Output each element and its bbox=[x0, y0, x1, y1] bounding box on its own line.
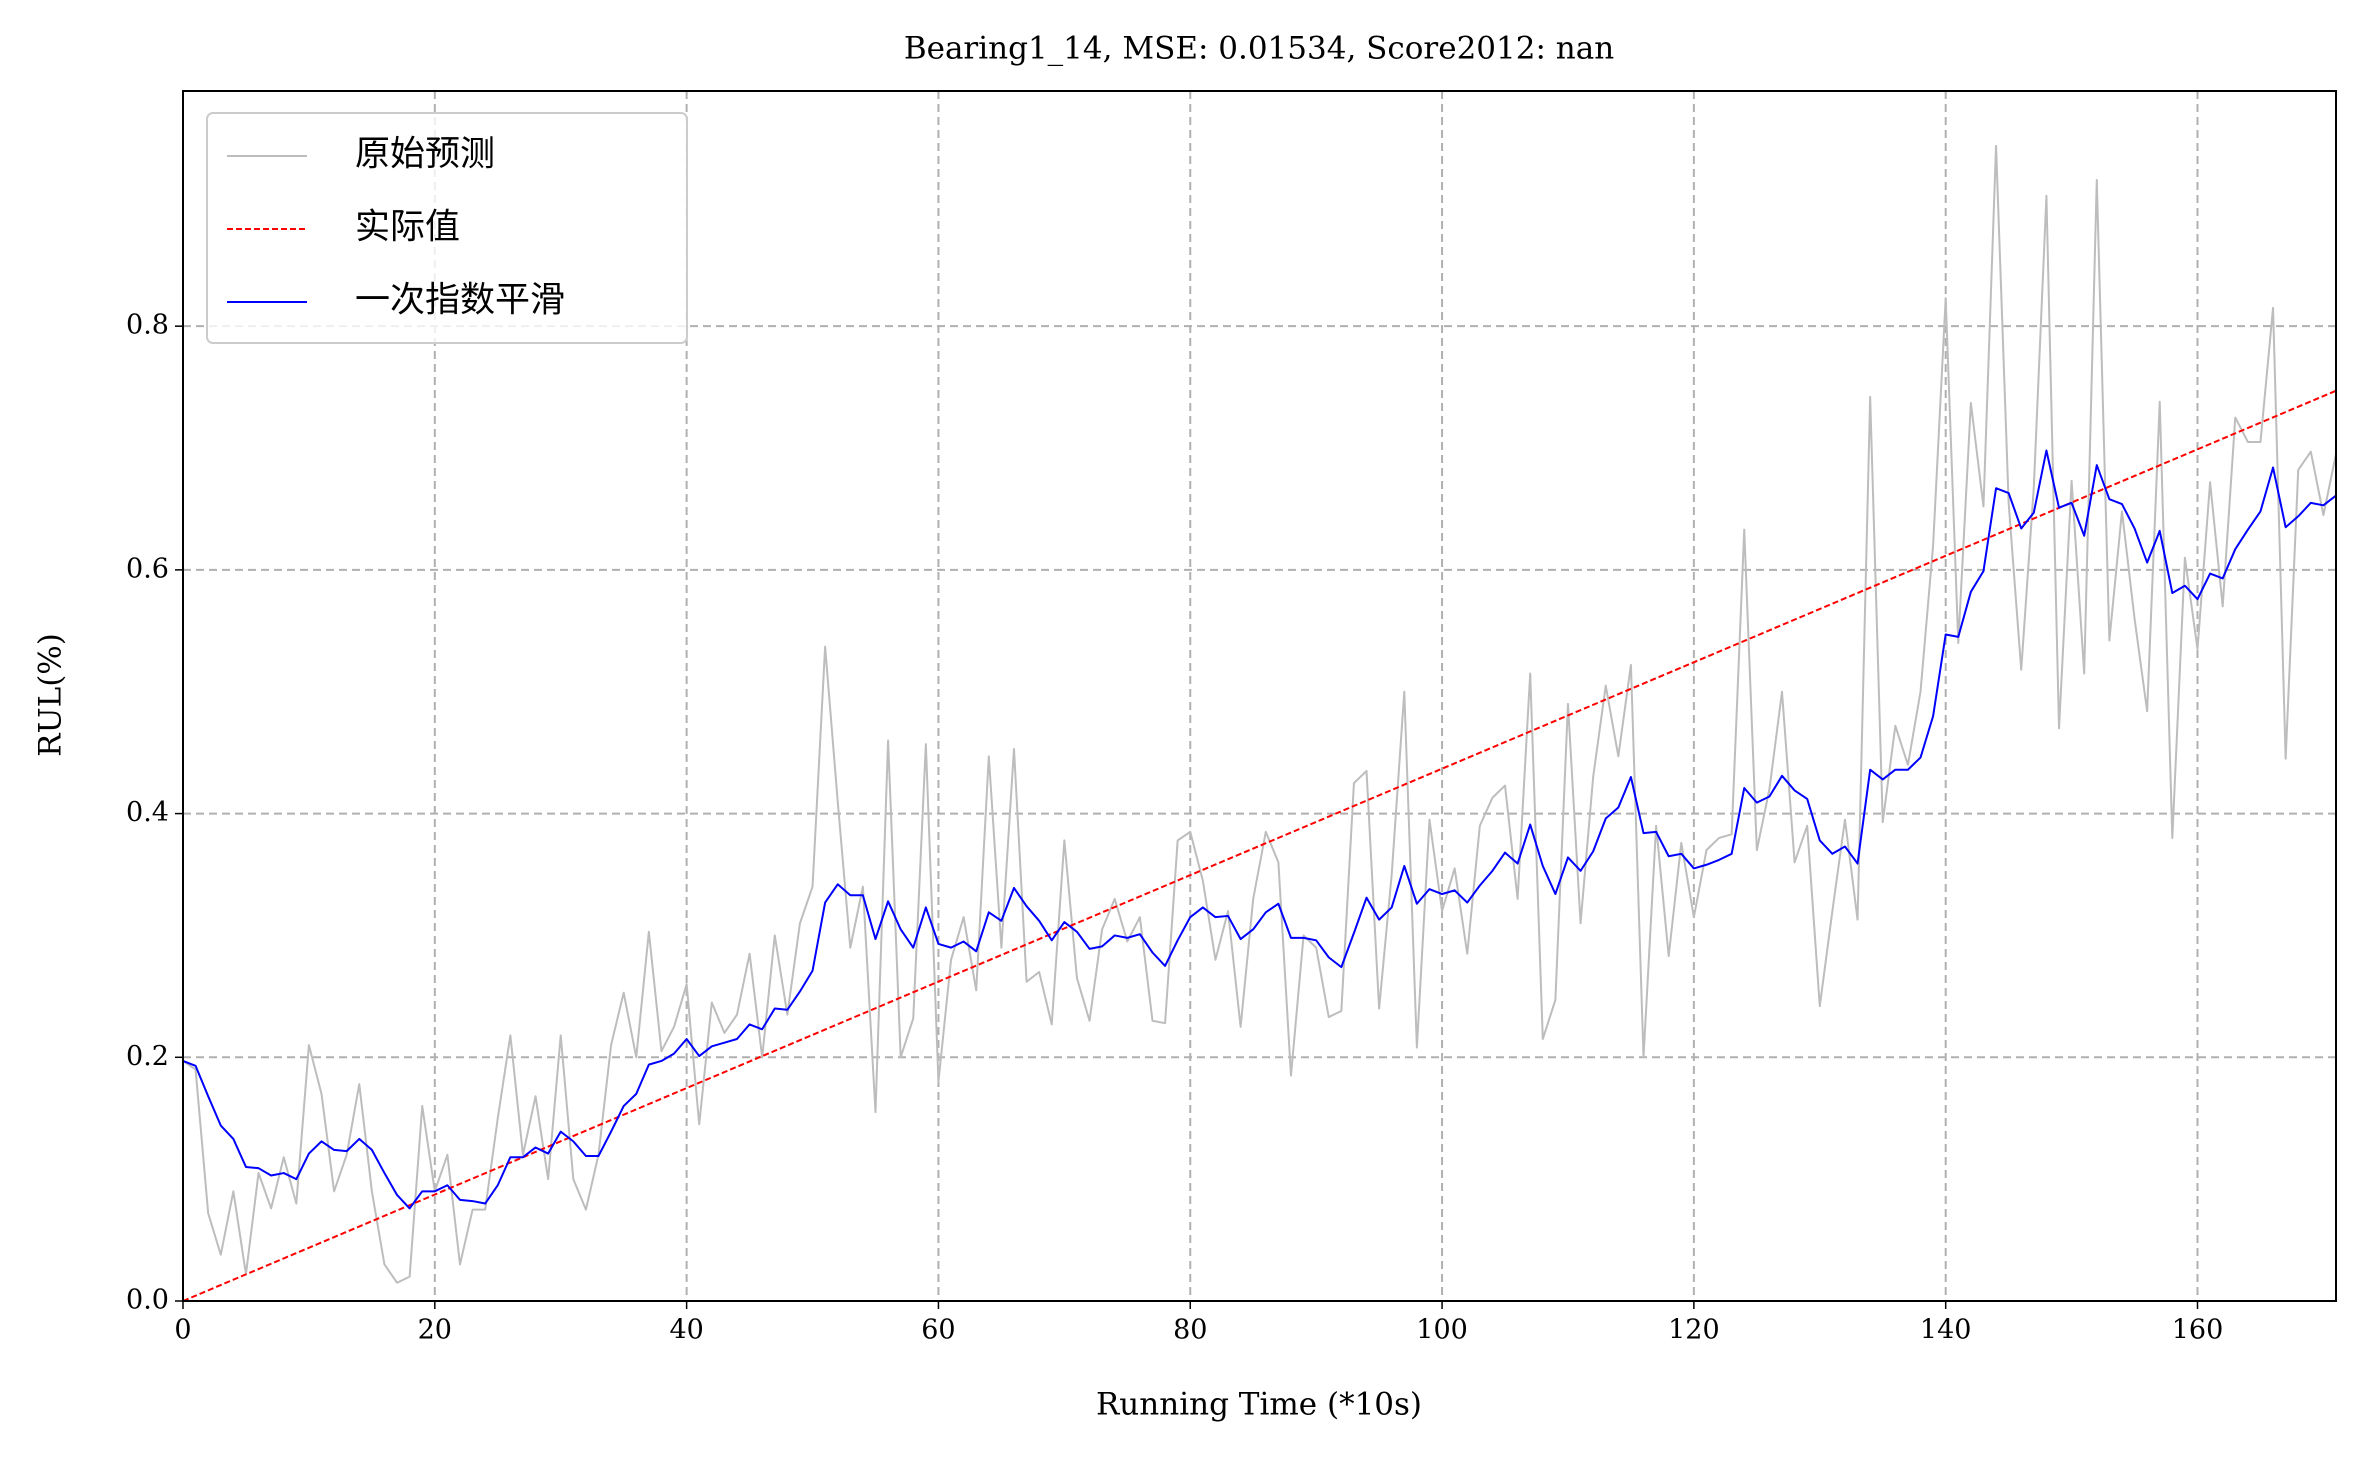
legend-box bbox=[206, 112, 688, 344]
x-tick-label: 60 bbox=[921, 1315, 955, 1346]
legend-label: 原始预测 bbox=[355, 135, 495, 175]
x-tick-label: 40 bbox=[669, 1315, 703, 1346]
legend-label: 一次指数平滑 bbox=[355, 281, 565, 321]
y-tick-label: 0.8 bbox=[126, 310, 169, 341]
x-tick-label: 20 bbox=[418, 1315, 452, 1346]
y-tick-label: 0.2 bbox=[126, 1041, 169, 1072]
x-axis-label: Running Time (*10s) bbox=[1096, 1387, 1422, 1423]
plot-frame bbox=[182, 90, 2337, 1302]
chart-title: Bearing1_14, MSE: 0.01534, Score2012: na… bbox=[904, 31, 1614, 67]
x-tick-label: 100 bbox=[1416, 1315, 1468, 1346]
series-line bbox=[182, 389, 2337, 1302]
y-tick-label: 0.0 bbox=[126, 1285, 169, 1316]
y-tick-label: 0.4 bbox=[126, 797, 169, 828]
x-tick-label: 140 bbox=[1920, 1315, 1972, 1346]
x-tick-label: 120 bbox=[1668, 1315, 1720, 1346]
y-tick-label: 0.6 bbox=[126, 553, 169, 584]
series-line bbox=[182, 449, 2337, 1210]
series-line bbox=[182, 144, 2337, 1284]
x-tick-label: 0 bbox=[174, 1315, 191, 1346]
x-tick-label: 80 bbox=[1173, 1315, 1207, 1346]
x-tick-label: 160 bbox=[2172, 1315, 2224, 1346]
legend-label: 实际值 bbox=[355, 208, 460, 248]
y-axis-label: RUL(%) bbox=[33, 633, 69, 757]
